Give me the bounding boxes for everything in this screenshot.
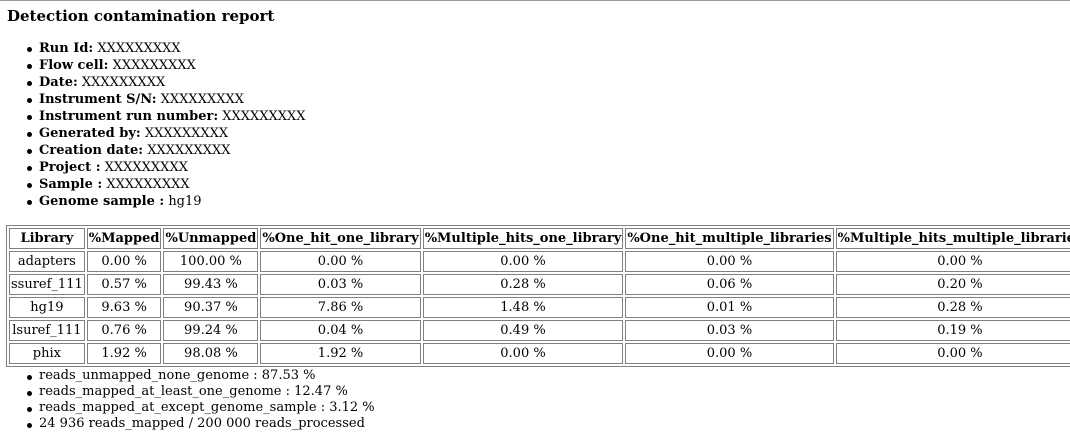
table-cell: 0.19 % xyxy=(835,320,1070,341)
metadata-item-generated-by: Generated by: XXXXXXXXX xyxy=(0,125,306,142)
contamination-table: Library %Mapped %Unmapped %One_hit_one_l… xyxy=(6,225,1070,367)
metadata-label: Generated by: xyxy=(39,126,141,141)
table-cell: 0.03 % xyxy=(260,274,421,295)
metadata-label: Sample : xyxy=(39,177,103,192)
table-cell: 0.00 % xyxy=(422,251,624,272)
table-cell: 0.28 % xyxy=(422,274,624,295)
metadata-item-date: Date: XXXXXXXXX xyxy=(0,74,306,91)
metadata-value: XXXXXXXXX xyxy=(160,92,244,107)
table-cell: 1.48 % xyxy=(422,297,624,318)
metadata-value: XXXXXXXXX xyxy=(112,58,196,73)
table-cell: 0.76 % xyxy=(86,320,162,341)
table-cell: 7.86 % xyxy=(260,297,421,318)
table-cell: 0.03 % xyxy=(625,320,834,341)
metadata-item-sample: Sample : XXXXXXXXX xyxy=(0,176,306,193)
table-cell: 0.28 % xyxy=(835,297,1070,318)
metadata-label: Creation date: xyxy=(39,143,144,158)
table-cell: 98.08 % xyxy=(163,343,259,364)
stat-item: reads_unmapped_none_genome : 87.53 % xyxy=(0,368,375,384)
table-cell: 1.92 % xyxy=(260,343,421,364)
table-row: adapters 0.00 % 100.00 % 0.00 % 0.00 % 0… xyxy=(9,251,1070,272)
table-cell: lsuref_111 xyxy=(9,320,85,341)
table-cell: 100.00 % xyxy=(163,251,259,272)
table-header-row: Library %Mapped %Unmapped %One_hit_one_l… xyxy=(9,228,1070,249)
table-cell: 0.20 % xyxy=(835,274,1070,295)
table-cell: phix xyxy=(9,343,85,364)
table-cell: 0.00 % xyxy=(86,251,162,272)
table-cell: 0.49 % xyxy=(422,320,624,341)
metadata-item-project: Project : XXXXXXXXX xyxy=(0,159,306,176)
metadata-value: XXXXXXXXX xyxy=(106,177,190,192)
stat-item: reads_mapped_at_except_genome_sample : 3… xyxy=(0,400,375,416)
table-cell: 0.01 % xyxy=(625,297,834,318)
table-cell: 0.00 % xyxy=(625,343,834,364)
metadata-label: Run Id: xyxy=(39,41,94,56)
metadata-item-creation-date: Creation date: XXXXXXXXX xyxy=(0,142,306,159)
table-cell: 0.00 % xyxy=(835,343,1070,364)
metadata-value: XXXXXXXXX xyxy=(81,75,166,90)
top-divider xyxy=(0,0,1070,1)
run-metadata-list: Run Id: XXXXXXXXX Flow cell: XXXXXXXXX D… xyxy=(0,40,306,210)
metadata-item-instrument-sn: Instrument S/N: XXXXXXXXX xyxy=(0,91,306,108)
metadata-label: Instrument run number: xyxy=(39,109,219,124)
column-header-one-hit-multiple-libraries: %One_hit_multiple_libraries xyxy=(625,228,834,249)
table-cell: 0.00 % xyxy=(260,251,421,272)
table-row: phix 1.92 % 98.08 % 1.92 % 0.00 % 0.00 %… xyxy=(9,343,1070,364)
table-cell: 0.00 % xyxy=(625,251,834,272)
metadata-label: Genome sample : xyxy=(39,194,165,209)
column-header-multiple-hits-multiple-libraries: %Multiple_hits_multiple_libraries xyxy=(835,228,1070,249)
metadata-value: XXXXXXXXX xyxy=(147,143,231,158)
stat-item: reads_mapped_at_least_one_genome : 12.47… xyxy=(0,384,375,400)
metadata-value: hg19 xyxy=(168,194,202,209)
table-cell: 0.00 % xyxy=(422,343,624,364)
page-title: Detection contamination report xyxy=(7,7,275,25)
metadata-item-instrument-run-number: Instrument run number: XXXXXXXXX xyxy=(0,108,306,125)
column-header-multiple-hits-one-library: %Multiple_hits_one_library xyxy=(422,228,624,249)
metadata-value: XXXXXXXXX xyxy=(97,41,181,56)
stat-item: 24 936 reads_mapped / 200 000 reads_proc… xyxy=(0,416,375,432)
read-statistics-list: reads_unmapped_none_genome : 87.53 % rea… xyxy=(0,368,375,432)
metadata-item-flow-cell: Flow cell: XXXXXXXXX xyxy=(0,57,306,74)
table-cell: ssuref_111 xyxy=(9,274,85,295)
column-header-mapped: %Mapped xyxy=(86,228,162,249)
metadata-label: Project : xyxy=(39,160,101,175)
table-row: ssuref_111 0.57 % 99.43 % 0.03 % 0.28 % … xyxy=(9,274,1070,295)
table-cell: 9.63 % xyxy=(86,297,162,318)
table-cell: 99.43 % xyxy=(163,274,259,295)
metadata-item-genome-sample: Genome sample : hg19 xyxy=(0,193,306,210)
column-header-one-hit-one-library: %One_hit_one_library xyxy=(260,228,421,249)
table-cell: 1.92 % xyxy=(86,343,162,364)
column-header-unmapped: %Unmapped xyxy=(163,228,259,249)
metadata-label: Instrument S/N: xyxy=(39,92,157,107)
metadata-value: XXXXXXXXX xyxy=(222,109,306,124)
table-cell: 90.37 % xyxy=(163,297,259,318)
table-cell: adapters xyxy=(9,251,85,272)
metadata-value: XXXXXXXXX xyxy=(144,126,229,141)
metadata-value: XXXXXXXXX xyxy=(104,160,188,175)
table-row: hg19 9.63 % 90.37 % 7.86 % 1.48 % 0.01 %… xyxy=(9,297,1070,318)
table-cell: 0.06 % xyxy=(625,274,834,295)
metadata-item-run-id: Run Id: XXXXXXXXX xyxy=(0,40,306,57)
table-cell: hg19 xyxy=(9,297,85,318)
table-cell: 99.24 % xyxy=(163,320,259,341)
table-cell: 0.00 % xyxy=(835,251,1070,272)
table-cell: 0.04 % xyxy=(260,320,421,341)
column-header-library: Library xyxy=(9,228,85,249)
table-row: lsuref_111 0.76 % 99.24 % 0.04 % 0.49 % … xyxy=(9,320,1070,341)
table-cell: 0.57 % xyxy=(86,274,162,295)
metadata-label: Flow cell: xyxy=(39,58,109,73)
metadata-label: Date: xyxy=(39,75,78,90)
